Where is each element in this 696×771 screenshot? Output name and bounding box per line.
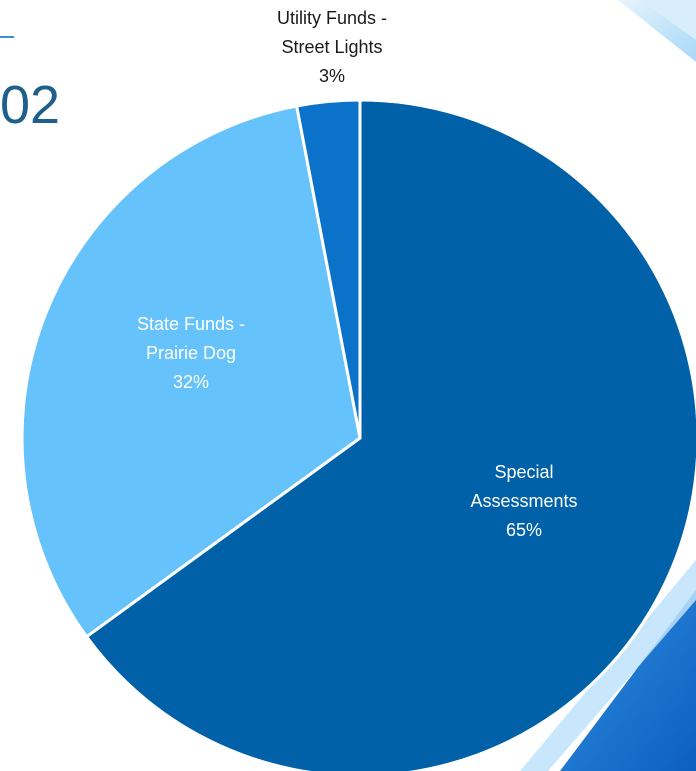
pie-label-1: State Funds -Prairie Dog 32% [137,314,245,392]
pie-label-0: Special Assessments 65% [470,462,577,540]
pie-label-2: Utility Funds -Street Lights 3% [277,8,387,86]
pie-slice-0 [85,98,696,771]
pie-slice-2 [295,98,362,440]
pie-labels: Special Assessments 65% State Funds -Prairi… [137,8,578,540]
pie-slice-1 [20,104,362,639]
decor-ribbon-top-edge [640,0,696,40]
pie-slices [20,98,696,771]
page-title-fragment: 02 [0,75,61,135]
header-rule [0,36,14,38]
